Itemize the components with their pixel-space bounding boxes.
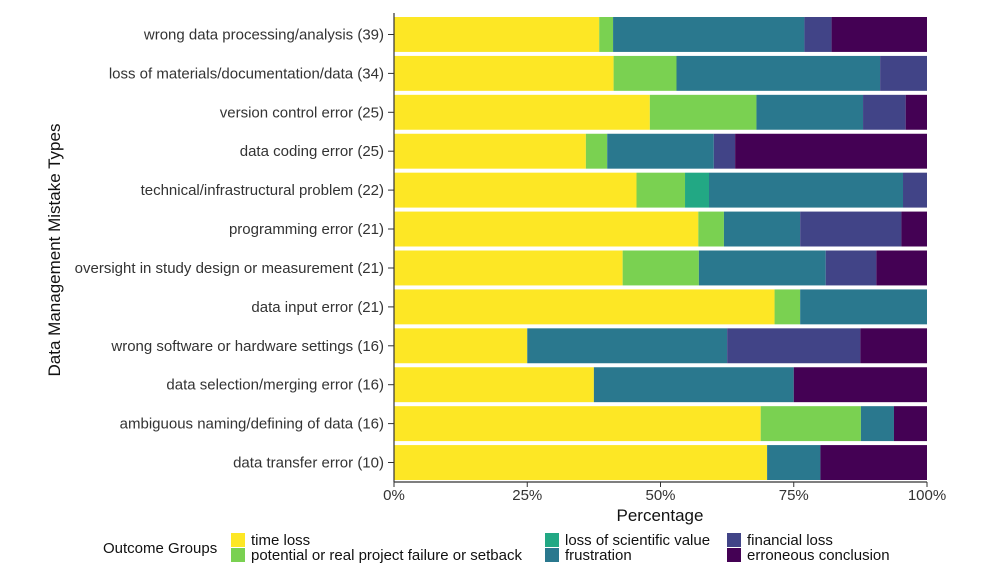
legend-swatch (727, 548, 741, 562)
bars-layer (394, 17, 928, 480)
bar-segment (394, 211, 699, 247)
bar-segment (893, 406, 927, 442)
bar-segment (863, 94, 906, 130)
x-axis-ticks: 0% 25% 50% 75% 100% (383, 482, 946, 504)
category-label: wrong software or hardware settings (16) (110, 338, 384, 355)
bar-segment (394, 445, 768, 480)
bar-segment (756, 94, 864, 130)
bar-segment (905, 94, 927, 130)
bar-segment (800, 289, 927, 325)
category-labels: wrong data processing/analysis (39) loss … (75, 27, 394, 472)
legend-label: financial loss (747, 532, 833, 549)
bar-segment (820, 445, 927, 480)
bar-segment (593, 367, 794, 403)
bar-segment (800, 211, 902, 247)
bar-segment (613, 55, 677, 91)
bar-segment (585, 133, 608, 169)
bar-segment (698, 250, 826, 286)
legend-swatch (545, 533, 559, 547)
bar-segment (622, 250, 699, 286)
bar-segment (394, 133, 586, 169)
bar-segment (876, 250, 927, 286)
x-axis-title: Percentage (617, 506, 704, 525)
bar-segment (636, 172, 686, 208)
x-tick-label: 50% (645, 487, 675, 504)
legend-label: erroneous conclusion (747, 547, 890, 564)
bar-segment (394, 94, 650, 130)
bar-segment (793, 367, 927, 403)
category-label: data selection/merging error (16) (166, 377, 384, 394)
bar-segment (880, 55, 927, 91)
category-label: ambiguous naming/defining of data (16) (120, 416, 384, 433)
legend-swatch (231, 548, 245, 562)
bar-segment (613, 17, 805, 52)
category-label: wrong data processing/analysis (39) (143, 27, 384, 44)
bar-segment (607, 133, 714, 169)
legend-swatch (231, 533, 245, 547)
legend-label: potential or real project failure or set… (251, 547, 522, 564)
category-label: data input error (21) (251, 299, 384, 316)
legend-title: Outcome Groups (103, 540, 217, 557)
bar-segment (649, 94, 757, 130)
bar-segment (860, 328, 928, 364)
bar-segment (767, 445, 821, 480)
bar-segment (760, 406, 861, 442)
legend-label: loss of scientific value (565, 532, 710, 549)
bar-segment (394, 406, 761, 442)
category-label: technical/infrastructural problem (22) (141, 182, 384, 199)
category-label: version control error (25) (220, 104, 384, 121)
x-tick-label: 0% (383, 487, 405, 504)
bar-segment (723, 211, 801, 247)
bar-segment (804, 17, 832, 52)
y-axis-title: Data Management Mistake Types (45, 124, 64, 377)
category-label: data transfer error (10) (233, 455, 384, 472)
bar-segment (831, 17, 927, 52)
legend-swatch (727, 533, 741, 547)
legend-label: time loss (251, 532, 310, 549)
bar-segment (599, 17, 614, 52)
bar-segment (527, 328, 728, 364)
bar-segment (685, 172, 709, 208)
category-label: programming error (21) (229, 221, 384, 238)
bar-segment (903, 172, 927, 208)
bar-segment (735, 133, 927, 169)
bar-segment (709, 172, 904, 208)
category-label: loss of materials/documentation/data (34… (109, 65, 384, 82)
bar-segment (394, 367, 594, 403)
bar-segment (698, 211, 724, 247)
bar-segment (825, 250, 877, 286)
bar-segment (676, 55, 881, 91)
x-tick-label: 25% (512, 487, 542, 504)
bar-segment (394, 328, 528, 364)
legend-swatch (545, 548, 559, 562)
bar-segment (774, 289, 801, 325)
bar-segment (394, 55, 614, 91)
category-label: data coding error (25) (240, 143, 384, 160)
bar-segment (713, 133, 736, 169)
bar-segment (394, 289, 775, 325)
bar-segment (394, 250, 623, 286)
bar-segment (394, 17, 600, 52)
bar-segment (901, 211, 927, 247)
category-label: oversight in study design or measurement… (75, 260, 384, 277)
x-tick-label: 100% (908, 487, 946, 504)
bar-segment (860, 406, 894, 442)
bar-segment (727, 328, 861, 364)
x-tick-label: 75% (779, 487, 809, 504)
bar-segment (394, 172, 637, 208)
legend-label: frustration (565, 547, 632, 564)
